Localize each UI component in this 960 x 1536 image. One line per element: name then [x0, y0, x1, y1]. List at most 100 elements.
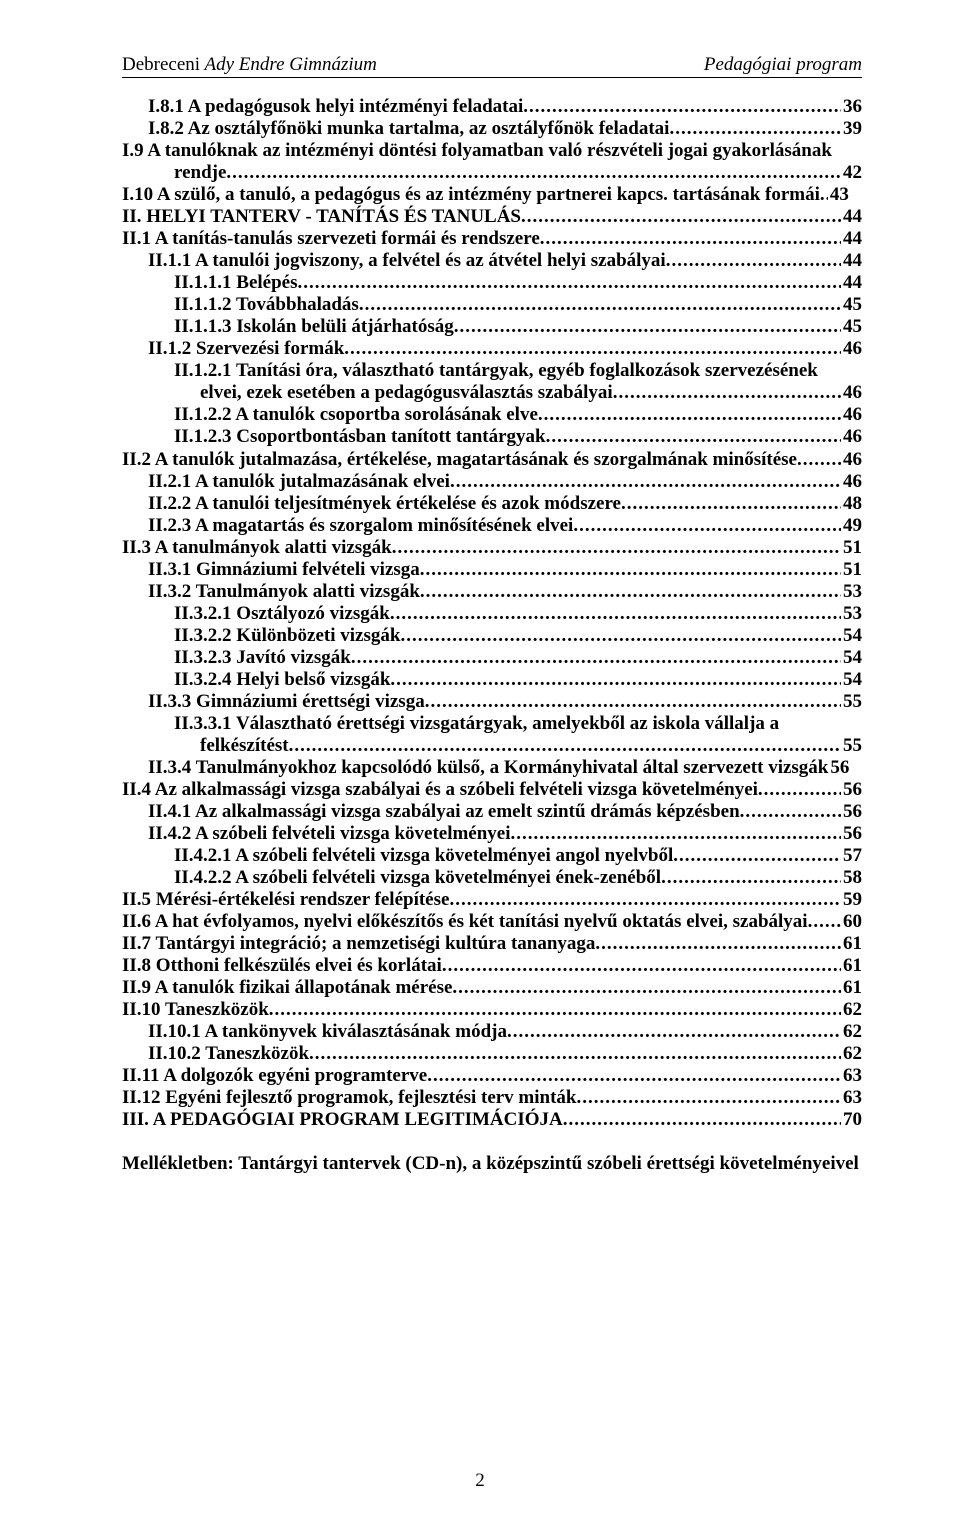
toc-line: II.2.1 A tanulók jutalmazásának elvei 46: [122, 471, 862, 493]
toc-page: 44: [841, 228, 862, 250]
toc-page: 62: [841, 1021, 862, 1043]
toc-leader-dots: [309, 1043, 841, 1065]
toc-leader-dots: [666, 250, 841, 272]
toc-leader-dots: [538, 404, 841, 426]
toc-leader-dots: [669, 118, 841, 140]
toc-leader-dots: [298, 272, 842, 294]
toc-title: II.1.2.2 A tanulók csoportba sorolásának…: [174, 404, 538, 426]
toc-title: II. HELYI TANTERV - TANÍTÁS ÉS TANULÁS: [122, 206, 521, 228]
header-left: Debreceni Ady Endre Gimnázium: [122, 54, 377, 76]
toc-title: elvei, ezek esetében a pedagógusválasztá…: [200, 382, 613, 404]
toc-line: II.1.1.2 Továbbhaladás 45: [122, 294, 862, 316]
toc-leader-dots: [563, 1109, 841, 1131]
toc-leader-dots: [269, 999, 841, 1021]
toc-line: II.3.3.1 Választható érettségi vizsgatár…: [122, 713, 862, 735]
appendix-note: Mellékletben: Tantárgyi tantervek (CD-n)…: [122, 1153, 862, 1175]
toc-title: II.4.2.1 A szóbeli felvételi vizsga köve…: [174, 845, 673, 867]
toc-page: 56: [841, 801, 862, 823]
toc-page: 54: [841, 647, 862, 669]
toc-line: II.3.3 Gimnáziumi érettségi vizsga55: [122, 691, 862, 713]
toc-title: II.12 Egyéni fejlesztő programok, fejles…: [122, 1087, 577, 1109]
toc-leader-dots: [613, 382, 841, 404]
toc-page: 62: [841, 999, 862, 1021]
toc-leader-dots: [758, 779, 841, 801]
toc-leader-dots: [390, 669, 841, 691]
toc-title: II.3.2.4 Helyi belső vizsgák: [174, 669, 390, 691]
toc-title: II.4 Az alkalmassági vizsga szabályai és…: [122, 779, 758, 801]
toc-title: I.8.2 Az osztályfőnöki munka tartalma, a…: [148, 118, 669, 140]
toc-title: felkészítést: [200, 735, 289, 757]
toc-line: II.1.1.3 Iskolán belüli átjárhatóság45: [122, 316, 862, 338]
toc-line: II.3 A tanulmányok alatti vizsgák 51: [122, 537, 862, 559]
toc-line: I.8.1 A pedagógusok helyi intézményi fel…: [122, 96, 862, 118]
toc-page: 56: [828, 757, 849, 779]
toc-page: 54: [841, 625, 862, 647]
toc-page: 46: [841, 449, 862, 471]
toc-title: I.9 A tanulóknak az intézményi döntési f…: [122, 140, 832, 162]
toc-line: II.3.1 Gimnáziumi felvételi vizsga51: [122, 559, 862, 581]
header-right: Pedagógiai program: [704, 54, 862, 76]
toc-line: II.2.3 A magatartás és szorgalom minősít…: [122, 515, 862, 537]
toc-line: II.9 A tanulók fizikai állapotának mérés…: [122, 977, 862, 999]
toc-page: 61: [841, 977, 862, 999]
toc-leader-dots: [540, 228, 841, 250]
toc-page: 46: [841, 471, 862, 493]
toc-title: II.2.2 A tanulói teljesítmények értékelé…: [148, 493, 621, 515]
toc-title: III. A PEDAGÓGIAI PROGRAM LEGITIMÁCIÓJA: [122, 1109, 563, 1131]
toc-page: 45: [841, 294, 862, 316]
toc-page: 51: [841, 537, 862, 559]
toc-page: 59: [841, 889, 862, 911]
toc-line: II.10.2 Taneszközök62: [122, 1043, 862, 1065]
toc-leader-dots: [661, 867, 841, 889]
toc-leader-dots: [427, 1065, 841, 1087]
table-of-contents: I.8.1 A pedagógusok helyi intézményi fel…: [122, 96, 862, 1131]
toc-title: II.3.1 Gimnáziumi felvételi vizsga: [148, 559, 420, 581]
toc-line: II.11 A dolgozók egyéni programterve63: [122, 1065, 862, 1087]
toc-page: 44: [841, 272, 862, 294]
toc-line: II. HELYI TANTERV - TANÍTÁS ÉS TANULÁS44: [122, 206, 862, 228]
page: Debreceni Ady Endre Gimnázium Pedagógiai…: [0, 0, 960, 1536]
toc-leader-dots: [573, 515, 841, 537]
toc-leader-dots: [344, 338, 841, 360]
toc-leader-dots: [546, 426, 841, 448]
toc-page: 70: [841, 1109, 862, 1131]
toc-title: II.3.2 Tanulmányok alatti vizsgák: [148, 581, 420, 603]
toc-leader-dots: [420, 559, 841, 581]
toc-line: II.4.2.2 A szóbeli felvételi vizsga köve…: [122, 867, 862, 889]
toc-title: II.1.1.2 Továbbhaladás: [174, 294, 359, 316]
toc-page: 46: [841, 426, 862, 448]
toc-line: II.2 A tanulók jutalmazása, értékelése, …: [122, 449, 862, 471]
toc-title: II.3 A tanulmányok alatti vizsgák: [122, 537, 392, 559]
toc-leader-dots: [521, 206, 841, 228]
toc-title: I.10 A szülő, a tanuló, a pedagógus és a…: [122, 184, 820, 206]
toc-line: II.10 Taneszközök62: [122, 999, 862, 1021]
toc-leader-dots: [351, 647, 841, 669]
toc-leader-dots: [511, 823, 841, 845]
toc-leader-dots: [450, 471, 841, 493]
toc-leader-dots: [820, 184, 828, 206]
toc-leader-dots: [359, 294, 841, 316]
toc-page: 55: [841, 735, 862, 757]
toc-leader-dots: [507, 1021, 841, 1043]
toc-title: II.3.4 Tanulmányokhoz kapcsolódó külső, …: [148, 757, 828, 779]
toc-line: II.12 Egyéni fejlesztő programok, fejles…: [122, 1087, 862, 1109]
toc-line: II.4.2 A szóbeli felvételi vizsga követe…: [122, 823, 862, 845]
toc-page: 42: [841, 162, 862, 184]
toc-line: II.3.2.4 Helyi belső vizsgák54: [122, 669, 862, 691]
toc-title: II.3.3 Gimnáziumi érettségi vizsga: [148, 691, 425, 713]
toc-page: 46: [841, 338, 862, 360]
toc-page: 63: [841, 1087, 862, 1109]
toc-title: II.10.2 Taneszközök: [148, 1043, 309, 1065]
toc-title: II.2.1 A tanulók jutalmazásának elvei: [148, 471, 450, 493]
toc-title: II.3.2.3 Javító vizsgák: [174, 647, 351, 669]
toc-line: II.2.2 A tanulói teljesítmények értékelé…: [122, 493, 862, 515]
toc-title: II.3.3.1 Választható érettségi vizsgatár…: [174, 713, 779, 735]
toc-leader-dots: [226, 162, 841, 184]
toc-title: II.1.2.3 Csoportbontásban tanított tantá…: [174, 426, 546, 448]
toc-page: 46: [841, 404, 862, 426]
page-header: Debreceni Ady Endre Gimnázium Pedagógiai…: [122, 54, 862, 78]
toc-title: II.3.2.2 Különbözeti vizsgák: [174, 625, 400, 647]
toc-leader-dots: [400, 625, 841, 647]
toc-leader-dots: [595, 933, 841, 955]
toc-title: II.8 Otthoni felkészülés elvei és korlát…: [122, 955, 442, 977]
